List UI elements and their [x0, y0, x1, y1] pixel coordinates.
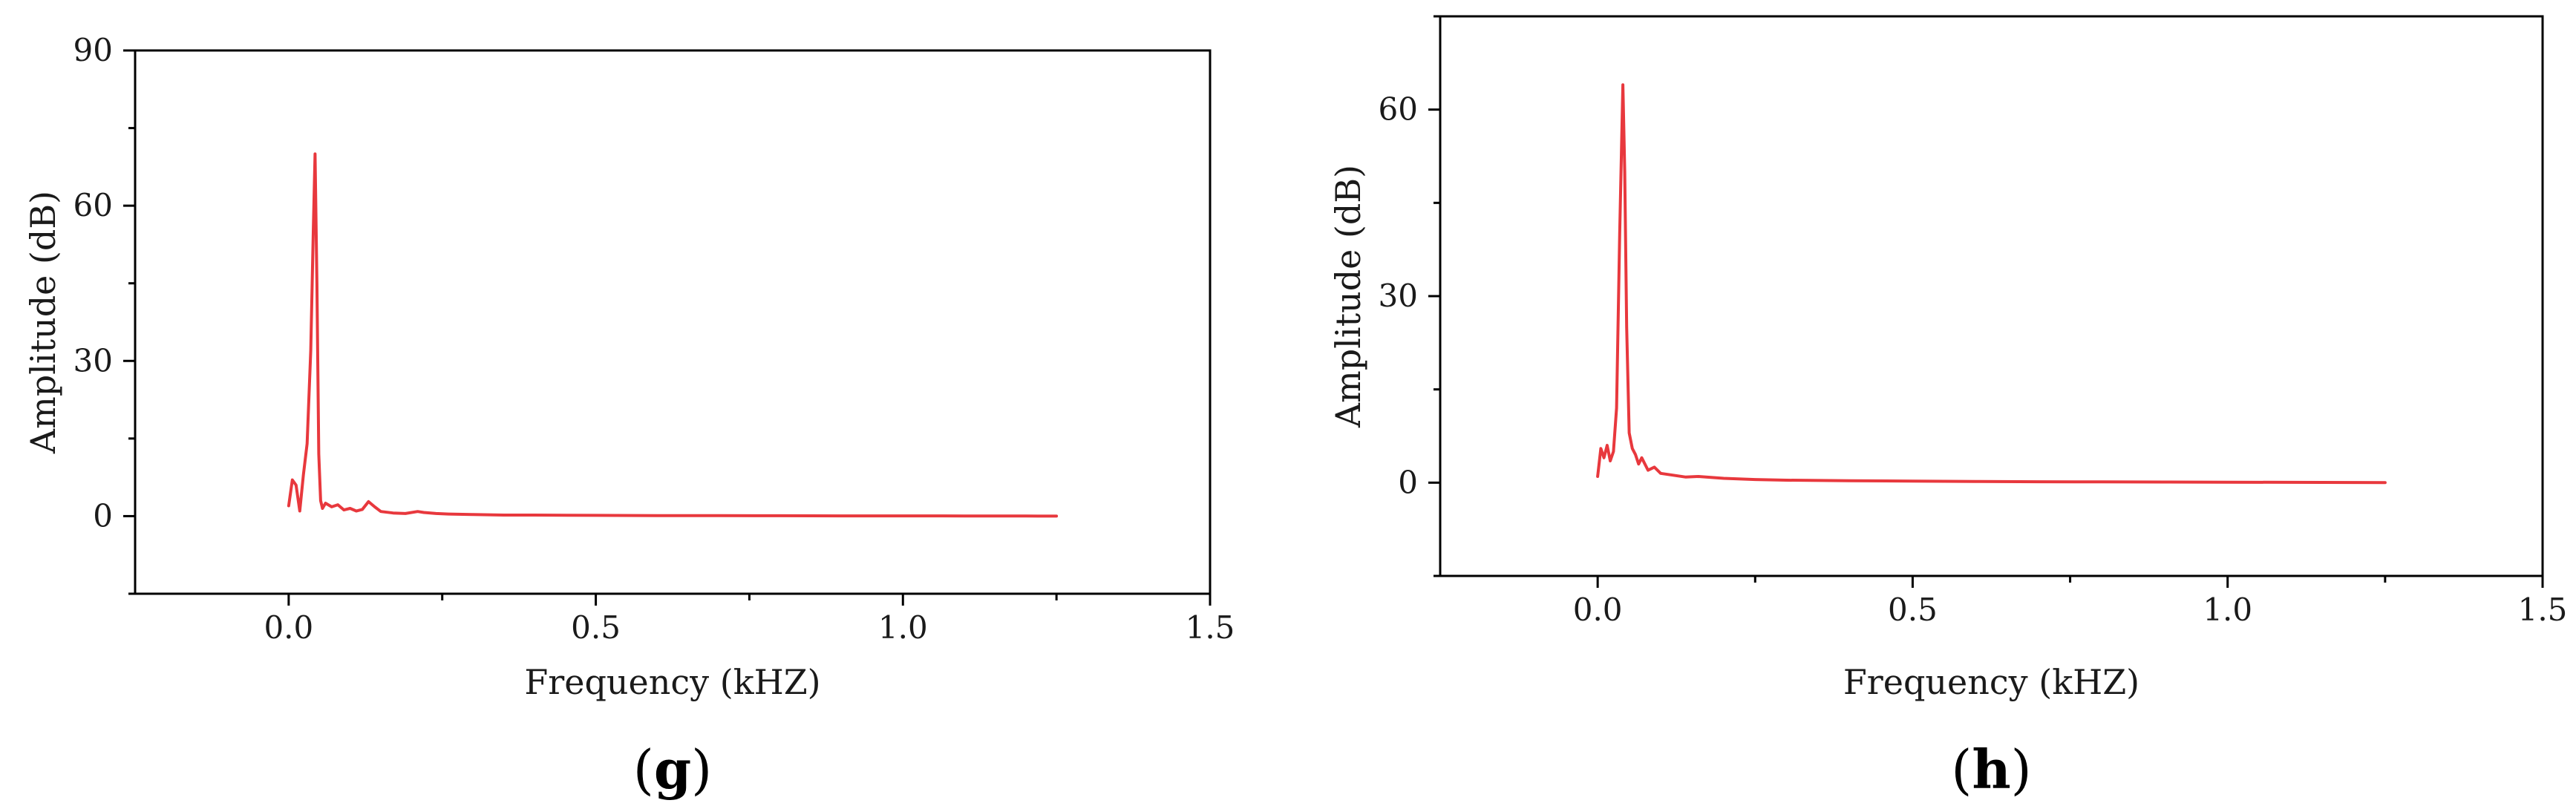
chart-g-plot-frame: [134, 49, 1212, 595]
chart-g-y-tick-label: 30: [73, 342, 113, 379]
chart-g-x-axis-label: Frequency (kHZ): [524, 662, 820, 702]
chart-panel-g: 0.0 0.5 1.0 1.5 0 30 60 90 Frequency (kHZ) Ampl…: [23, 32, 1235, 801]
chart-g-series-line: [287, 152, 1059, 518]
chart-h-x-tick-label: 0.5: [1888, 592, 1938, 628]
chart-h-x-tick-label: 0.0: [1573, 592, 1623, 628]
chart-h-x-axis-label: Frequency (kHZ): [1843, 662, 2139, 702]
chart-g-x-tick-label: 1.5: [1186, 609, 1235, 646]
chart-g-panel-label: (g): [633, 738, 713, 801]
chart-g-x-tick-label: 0.5: [571, 609, 621, 646]
chart-h-x-tick-label: 1.5: [2518, 592, 2568, 628]
chart-g-y-axis-label: Amplitude (dB): [23, 191, 63, 454]
chart-g-y-tick-label: 60: [73, 187, 113, 223]
chart-g-y-tick-label: 0: [93, 497, 113, 534]
chart-g-ticks: 0.0 0.5 1.0 1.5 0 30 60 90: [73, 32, 1235, 646]
chart-h-y-tick-label: 30: [1379, 278, 1418, 314]
chart-h-x-tick-label: 1.0: [2203, 592, 2252, 628]
chart-h-panel-letter: h: [1972, 738, 2010, 801]
chart-g-x-tick-label: 0.0: [264, 609, 313, 646]
chart-g-x-tick-label: 1.0: [878, 609, 928, 646]
chart-h-y-tick-label: 0: [1398, 464, 1418, 500]
chart-g-svg: 0.0 0.5 1.0 1.5 0 30 60 90 Frequency (kHZ) Ampl…: [23, 32, 1235, 801]
chart-g-panel-letter: g: [654, 738, 691, 801]
chart-h-ticks: 0.0 0.5 1.0 1.5 0 30 60: [1379, 15, 2568, 628]
chart-g-y-tick-label: 90: [73, 32, 113, 68]
chart-panel-h: 0.0 0.5 1.0 1.5 0 30 60 Frequency (kHZ) Amplit…: [1288, 0, 2576, 806]
chart-h-series-line: [1596, 83, 2387, 485]
chart-h-y-axis-label: Amplitude (dB): [1328, 165, 1368, 428]
chart-h-panel-label: (h): [1951, 738, 2032, 801]
chart-h-plot-frame: [1439, 15, 2544, 577]
chart-h-svg: 0.0 0.5 1.0 1.5 0 30 60 Frequency (kHZ) Amplit…: [1328, 15, 2568, 801]
chart-h-y-tick-label: 60: [1379, 91, 1418, 128]
